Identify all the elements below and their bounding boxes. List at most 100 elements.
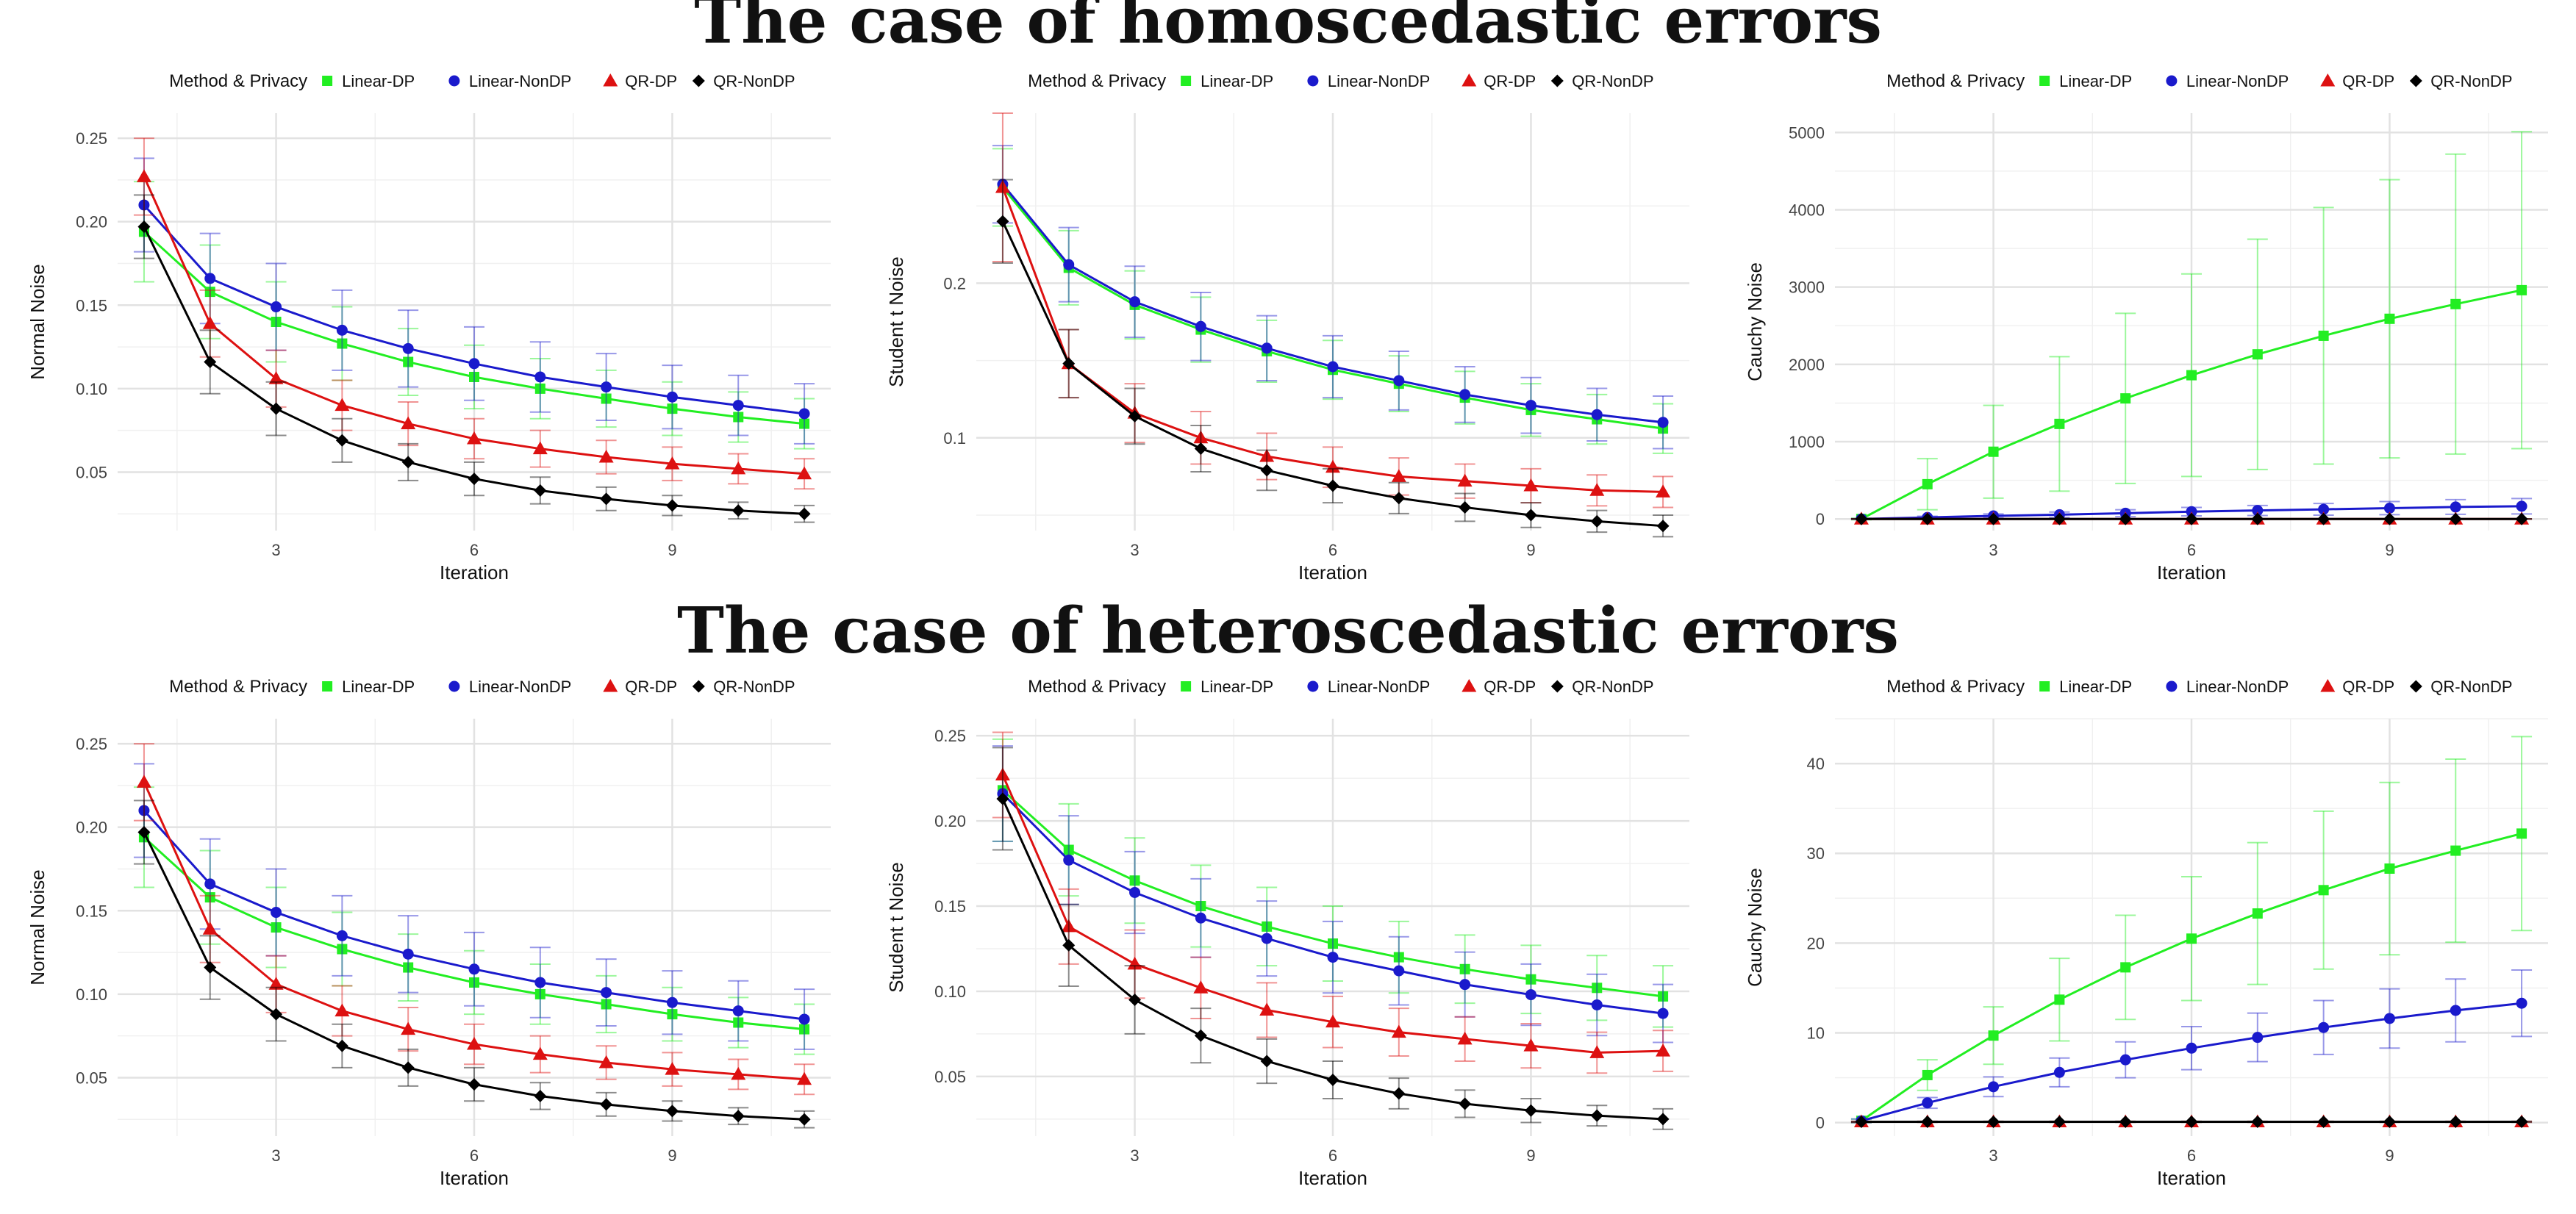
data-point-linear-nondp bbox=[1657, 1008, 1669, 1019]
data-point-linear-dp bbox=[799, 1024, 810, 1035]
x-tick-label: 9 bbox=[1526, 1146, 1535, 1165]
data-point-linear-nondp bbox=[2186, 1042, 2197, 1054]
data-point-linear-nondp bbox=[2516, 500, 2527, 512]
data-point-qr-nondp bbox=[401, 456, 415, 469]
data-point-qr-nondp bbox=[731, 504, 745, 517]
legend-title: Method & Privacy bbox=[169, 677, 307, 697]
data-point-qr-nondp bbox=[2449, 1115, 2462, 1128]
y-tick-label: 0.15 bbox=[76, 902, 107, 920]
data-point-linear-dp bbox=[1658, 991, 1669, 1002]
data-point-linear-nondp bbox=[2318, 1021, 2330, 1033]
data-point-qr-nondp bbox=[2251, 512, 2264, 525]
y-tick-label: 0.10 bbox=[934, 983, 966, 1001]
x-axis-label: Iteration bbox=[440, 1167, 509, 1189]
grid bbox=[118, 719, 831, 1136]
y-tick-label: 10 bbox=[1807, 1024, 1825, 1043]
data-point-linear-dp bbox=[403, 356, 414, 367]
data-point-linear-dp bbox=[733, 412, 744, 423]
data-point-linear-nondp bbox=[2252, 505, 2264, 517]
data-point-qr-dp bbox=[202, 316, 218, 329]
data-point-linear-dp bbox=[2054, 994, 2065, 1005]
series-linear-nondp bbox=[992, 745, 1674, 1044]
data-point-linear-dp bbox=[2120, 393, 2131, 404]
data-point-linear-nondp bbox=[1261, 933, 1273, 944]
data-point-linear-nondp bbox=[271, 301, 282, 313]
data-point-qr-dp bbox=[995, 767, 1010, 781]
data-point-linear-nondp bbox=[732, 400, 744, 412]
x-tick-label: 6 bbox=[1328, 1146, 1337, 1165]
data-point-qr-dp bbox=[268, 977, 284, 990]
data-point-qr-dp bbox=[136, 169, 151, 182]
y-tick-label: 2000 bbox=[1789, 356, 1825, 374]
data-point-qr-nondp bbox=[270, 1008, 283, 1021]
data-point-linear-dp bbox=[2450, 845, 2461, 856]
x-tick-label: 9 bbox=[1526, 541, 1535, 559]
data-point-qr-dp bbox=[467, 431, 482, 445]
data-point-qr-nondp bbox=[2317, 1115, 2330, 1128]
data-point-qr-nondp bbox=[996, 215, 1009, 228]
data-point-linear-nondp bbox=[1591, 999, 1603, 1010]
x-tick-label: 6 bbox=[2187, 541, 2196, 559]
x-tick-label: 6 bbox=[2187, 1146, 2196, 1165]
y-tick-label: 0.15 bbox=[934, 897, 966, 916]
legend-marker-linear-nondp bbox=[2166, 680, 2178, 692]
data-point-qr-nondp bbox=[1062, 938, 1076, 952]
data-point-linear-nondp bbox=[204, 878, 216, 890]
data-point-qr-nondp bbox=[1987, 512, 2000, 525]
x-axis-label: Iteration bbox=[2157, 561, 2226, 583]
data-point-linear-nondp bbox=[271, 907, 282, 919]
legend-title: Method & Privacy bbox=[1028, 677, 1166, 697]
y-tick-label: 0.20 bbox=[76, 819, 107, 837]
data-point-qr-nondp bbox=[1524, 1104, 1537, 1117]
legend-marker-qr-dp bbox=[603, 73, 618, 87]
legend-label-linear-nondp: Linear-NonDP bbox=[469, 678, 571, 696]
data-point-qr-nondp bbox=[204, 356, 217, 369]
legend-label-qr-nondp: QR-NonDP bbox=[713, 72, 795, 90]
legend: Method & Privacy Linear-DP Linear-NonDP QR-… bbox=[1028, 71, 1653, 91]
x-tick-label: 9 bbox=[668, 541, 676, 559]
data-point-qr-nondp bbox=[1326, 1073, 1339, 1086]
data-point-linear-dp bbox=[534, 988, 545, 999]
data-point-linear-nondp bbox=[1261, 342, 1273, 354]
data-point-linear-dp bbox=[271, 317, 282, 327]
data-point-qr-dp bbox=[1259, 449, 1275, 462]
data-point-linear-nondp bbox=[402, 342, 414, 354]
y-tick-label: 3000 bbox=[1789, 279, 1825, 297]
data-point-qr-dp bbox=[334, 1003, 350, 1017]
data-point-linear-dp bbox=[271, 922, 282, 933]
data-point-linear-dp bbox=[2516, 284, 2527, 295]
data-point-linear-dp bbox=[1922, 478, 1933, 489]
data-point-linear-dp bbox=[2318, 330, 2329, 341]
data-point-qr-nondp bbox=[2053, 1115, 2066, 1128]
data-point-linear-nondp bbox=[1525, 989, 1536, 1001]
data-point-linear-dp bbox=[799, 418, 810, 429]
legend-marker-qr-dp bbox=[1461, 679, 1477, 692]
legend-marker-qr-nondp bbox=[1550, 74, 1564, 87]
section-title-homoscedastic: The case of homoscedastic errors bbox=[694, 0, 1882, 58]
data-point-linear-nondp bbox=[666, 391, 678, 403]
data-point-linear-dp bbox=[1393, 952, 1404, 963]
legend-label-qr-dp: QR-DP bbox=[1484, 678, 1536, 696]
data-point-linear-dp bbox=[1525, 974, 1536, 985]
data-point-qr-nondp bbox=[1656, 520, 1670, 533]
legend-marker-linear-dp bbox=[322, 76, 333, 86]
legend-marker-linear-dp bbox=[2039, 76, 2050, 86]
data-point-qr-nondp bbox=[1987, 1115, 2000, 1128]
legend-marker-linear-dp bbox=[322, 681, 333, 692]
legend-marker-qr-dp bbox=[1461, 73, 1477, 87]
data-point-linear-nondp bbox=[468, 358, 480, 370]
y-axis-label: Student t Noise bbox=[885, 256, 907, 387]
chart-homoscedastic-cauchy: 3 6 9 0 1000 2000 3000 4000 5000 Iteration Cauchy … bbox=[1717, 60, 2576, 604]
series-qr-nondp bbox=[133, 194, 815, 523]
chart-homoscedastic-student-t: 3 6 9 0.1 0.2 Iteration Student t Noise Method … bbox=[859, 60, 1717, 604]
data-point-linear-nondp bbox=[2383, 1013, 2395, 1024]
data-point-linear-nondp bbox=[1988, 1081, 2000, 1093]
data-point-linear-nondp bbox=[534, 977, 546, 988]
legend-label-qr-nondp: QR-NonDP bbox=[1572, 678, 1653, 696]
legend-marker-linear-nondp bbox=[1307, 680, 1319, 692]
data-point-qr-nondp bbox=[600, 1098, 613, 1111]
data-point-qr-dp bbox=[1656, 484, 1671, 498]
chart-svg: 3 6 9 0.05 0.10 0.15 0.20 0.25 Iteration Normal N… bbox=[26, 677, 831, 1189]
data-point-qr-nondp bbox=[1194, 442, 1207, 456]
